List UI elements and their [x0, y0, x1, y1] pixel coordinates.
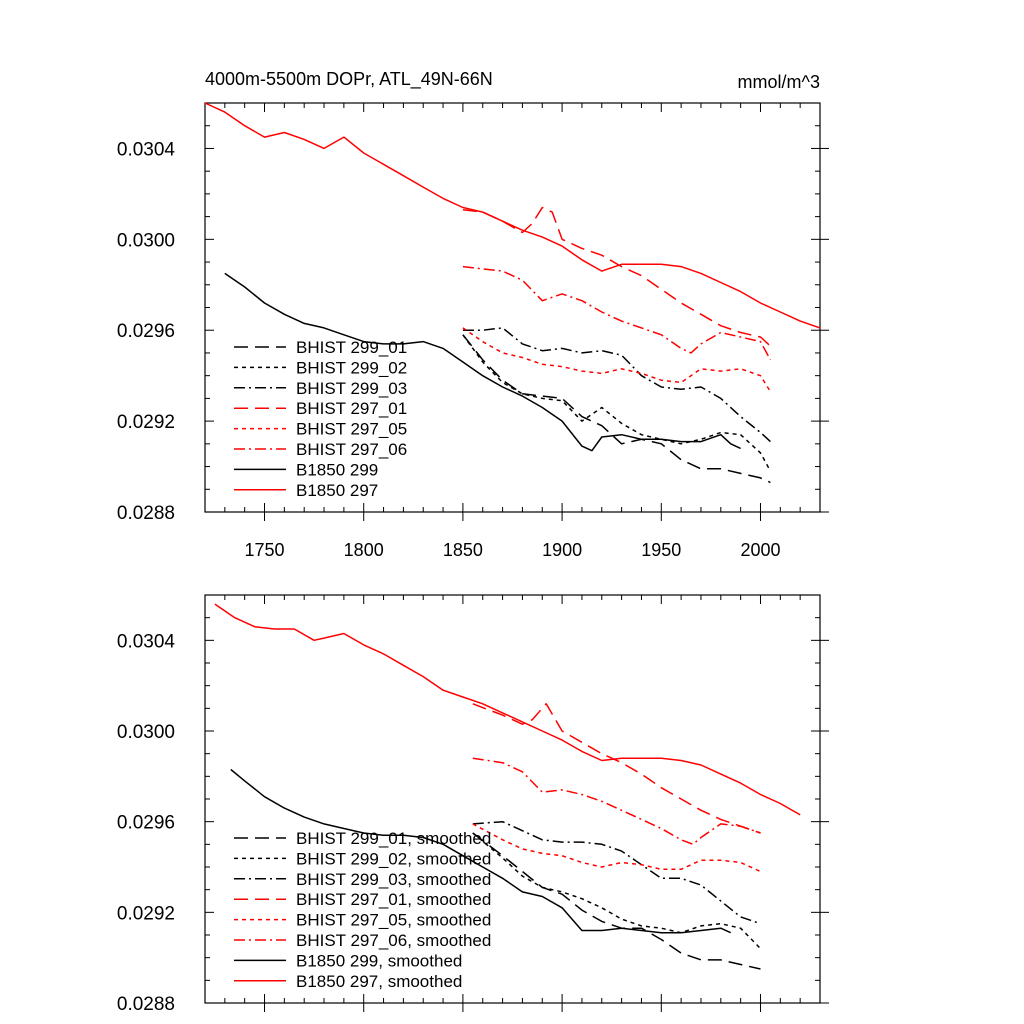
y-tick-label: 0.0300: [117, 722, 175, 743]
series-line-7: [204, 102, 821, 329]
y-tick-label: 0.0292: [117, 412, 175, 433]
series-line-0: [472, 832, 761, 970]
series-line-3: [472, 703, 761, 834]
lower-chart-panel: 0.0288 0.0292 0.0296 0.0300 0.0304 BHIST 299_…: [117, 594, 829, 1015]
legend-label: BHIST 297_06, smoothed: [296, 931, 491, 950]
legend-label: B1850 299, smoothed: [296, 951, 462, 970]
series-line-5: [472, 757, 761, 846]
series-line-7: [214, 603, 801, 816]
series-line-4: [462, 327, 772, 392]
units-label: mmol/m^3: [738, 72, 820, 92]
legend-label: BHIST 299_01, smoothed: [296, 829, 491, 848]
y-tick-label: 0.0296: [117, 813, 175, 834]
chart-title: 4000m-5500m DOPr, ATL_49N-66N: [205, 69, 493, 90]
x-tick-label: 1900: [542, 540, 582, 560]
y-tick-label: 0.0292: [117, 903, 175, 924]
y-tick-label: 0.0300: [117, 230, 175, 251]
series-line-6: [230, 768, 732, 934]
legend-label: BHIST 299_02: [296, 358, 407, 377]
series-line-1: [472, 832, 762, 950]
legend-label: BHIST 299_03, smoothed: [296, 870, 491, 889]
y-tick-label: 0.0304: [117, 139, 176, 160]
y-tick-label: 0.0296: [117, 321, 175, 342]
x-tick-label: 1750: [244, 540, 284, 560]
y-tick-label: 0.0288: [117, 994, 175, 1015]
y-tick-label: 0.0288: [117, 503, 175, 524]
series-line-0: [462, 334, 771, 484]
x-tick-label: 2000: [740, 540, 780, 560]
legend-label: B1850 299: [296, 460, 378, 479]
legend-label: BHIST 297_05, smoothed: [296, 911, 491, 930]
series-line-1: [462, 334, 772, 472]
legend-label: BHIST 297_01, smoothed: [296, 890, 491, 909]
legend-label: BHIST 297_05: [296, 420, 407, 439]
legend-label: BHIST 299_03: [296, 379, 407, 398]
x-tick-label: 1800: [344, 540, 384, 560]
legend-label: B1850 297: [296, 481, 378, 500]
y-tick-label: 0.0304: [117, 631, 176, 652]
legend-label: BHIST 299_02, smoothed: [296, 849, 491, 868]
series-line-3: [462, 206, 771, 347]
x-tick-label: 1850: [443, 540, 483, 560]
legend-label: BHIST 297_01: [296, 399, 407, 418]
legend-label: B1850 297, smoothed: [296, 972, 462, 991]
series-line-2: [472, 820, 761, 925]
series-line-5: [462, 265, 772, 361]
x-tick-label: 1950: [641, 540, 681, 560]
series-line-4: [472, 823, 761, 873]
legend-label: BHIST 297_06: [296, 440, 407, 459]
upper-chart-panel: 4000m-5500m DOPr, ATL_49N-66N mmol/m^3 1…: [117, 69, 829, 560]
series-line-6: [224, 272, 741, 452]
legend-label: BHIST 299_01: [296, 338, 407, 357]
